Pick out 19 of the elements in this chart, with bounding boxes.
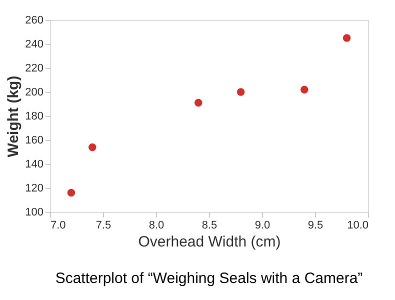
x-tick-label: 7.0 xyxy=(50,220,66,232)
y-tick-label: 220 xyxy=(25,62,44,74)
y-tick-label: 240 xyxy=(25,38,44,50)
y-tick-label: 160 xyxy=(25,134,44,146)
y-tick-label: 180 xyxy=(25,110,44,122)
x-tick-label: 9.5 xyxy=(308,220,324,232)
y-axis-title: Weight (kg) xyxy=(5,76,22,158)
x-axis-title: Overhead Width (cm) xyxy=(138,234,281,250)
y-tick-label: 140 xyxy=(25,158,44,170)
y-tick-label: 120 xyxy=(25,182,44,194)
x-tick-label: 9.0 xyxy=(254,220,270,232)
y-tick-label: 200 xyxy=(25,86,44,98)
x-tick-label: 8.5 xyxy=(202,220,218,232)
y-tick-label: 100 xyxy=(25,206,44,218)
x-tick-label: 8.0 xyxy=(148,220,164,232)
x-tick-label: 7.5 xyxy=(96,220,112,232)
x-tick-label: 10.0 xyxy=(347,220,368,232)
y-tick-label: 260 xyxy=(25,14,44,26)
text: Scatterplot of “Weighing Seals with a Camera” xyxy=(55,270,363,287)
